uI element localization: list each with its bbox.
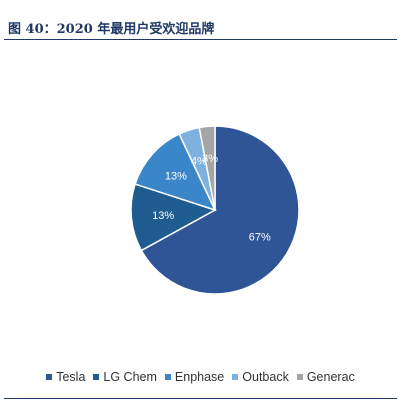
legend-label: Tesla [56,370,86,384]
data-label-tesla: 67% [249,232,271,244]
pie-slice-tesla [140,125,300,295]
chart-legend: Tesla LG Chem Enphase Outback Generac [0,370,401,384]
legend-item-enphase: Enphase [164,370,225,384]
legend-item-generac: Generac [296,370,355,384]
legend-label: Generac [306,370,355,384]
figure-title: 图 40：2020 年最用户受欢迎品牌 [8,22,215,37]
legend-swatch [93,374,100,380]
legend-swatch [232,374,239,380]
pie-chart: 67% 13% 13% 4%3% [130,125,300,295]
data-label-lg-chem: 13% [152,210,174,222]
legend-item-tesla: Tesla [46,370,85,384]
legend-swatch [296,374,303,380]
legend-swatch [46,374,53,380]
data-label-generac: 3% [202,153,218,165]
pie-slice-generac [198,125,216,211]
legend-swatch [164,374,171,380]
legend-label: Enphase [174,370,225,384]
legend-item-outback: Outback [232,370,289,384]
pie-slice-lg-chem [130,183,217,252]
pie-slice-enphase [134,132,217,212]
legend-label: Outback [242,370,289,384]
data-label-enphase: 13% [165,171,187,183]
legend-item-lg-chem: LG Chem [93,370,157,384]
legend-label: LG Chem [103,370,157,384]
bottom-divider [4,398,397,399]
data-label-outback: 4% [191,155,207,167]
title-divider [4,39,397,40]
